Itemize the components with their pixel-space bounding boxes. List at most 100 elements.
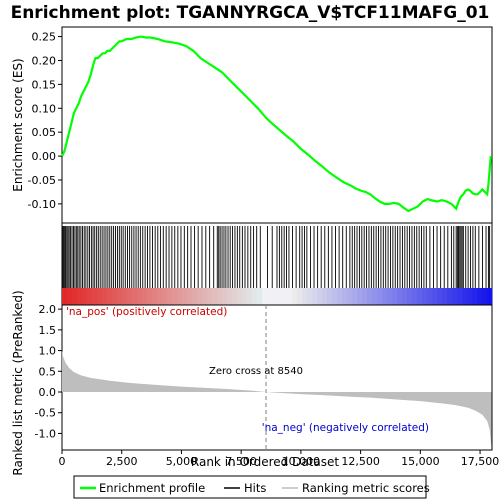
- color-bar-segment: [462, 288, 468, 305]
- color-bar-segment: [167, 288, 173, 305]
- color-bar-segment: [292, 288, 298, 305]
- top-y-ticks: 0.25 0.20 0.15 0.10 0.05 0.00 -0.05 -0.10: [28, 31, 62, 211]
- x-tick-label: 2,500: [106, 455, 138, 468]
- color-bar-segment: [427, 288, 433, 305]
- x-tick-label: 5,000: [166, 455, 198, 468]
- color-bar-segment: [457, 288, 463, 305]
- enrichment-score-panel: 0.25 0.20 0.15 0.10 0.05 0.00 -0.05 -0.10 Enric…: [11, 26, 493, 224]
- color-bar-segment: [147, 288, 153, 305]
- color-bar-segment: [327, 288, 333, 305]
- bottom-y-tick-label: 0.0: [39, 386, 57, 399]
- color-bar-segment: [477, 288, 483, 305]
- color-bar-segment: [387, 288, 393, 305]
- rank-color-bar: [62, 288, 493, 305]
- x-axis-label: Rank in Ordered Dataset: [191, 455, 339, 469]
- color-bar-segment: [157, 288, 163, 305]
- top-y-tick-label: 0.25: [32, 31, 57, 44]
- color-bar-segment: [432, 288, 438, 305]
- legend-label-ranking: Ranking metric scores: [302, 481, 430, 495]
- bottom-y-tick-label: 1.0: [39, 345, 57, 358]
- color-bar-segment: [452, 288, 458, 305]
- color-bar-segment: [82, 288, 88, 305]
- color-bar-segment: [132, 288, 138, 305]
- color-bar-segment: [107, 288, 113, 305]
- color-bar-segment: [112, 288, 118, 305]
- bottom-y-axis-label: Ranked list metric (PreRanked): [11, 290, 25, 475]
- color-bar-segment: [122, 288, 128, 305]
- x-ticks: 0 2,500 5,000 7,500 10,000 12,500 15,000 17,500: [59, 450, 500, 468]
- color-bar-segment: [352, 288, 358, 305]
- color-bar-segment: [392, 288, 398, 305]
- bottom-y-tick-label: -0.5: [35, 407, 56, 420]
- color-bar-segment: [202, 288, 208, 305]
- color-bar-segment: [137, 288, 143, 305]
- color-bar-segment: [282, 288, 288, 305]
- color-bar-segment: [257, 288, 263, 305]
- color-bar-segment: [207, 288, 213, 305]
- color-bar-segment: [487, 288, 493, 305]
- x-tick-label: 0: [59, 455, 66, 468]
- bottom-y-tick-label: 1.5: [39, 324, 57, 337]
- color-bar-segment: [252, 288, 258, 305]
- color-bar-segment: [437, 288, 443, 305]
- color-bar-segment: [332, 288, 338, 305]
- bottom-y-ticks: 2.0 1.5 1.0 0.5 0.0 -0.5 -1.0: [35, 303, 62, 440]
- color-bar-segment: [377, 288, 383, 305]
- color-bar-segment: [412, 288, 418, 305]
- color-bar-segment: [342, 288, 348, 305]
- x-tick-label: 17,500: [461, 455, 500, 468]
- zero-cross-label: Zero cross at 8540: [209, 366, 303, 377]
- top-panel-frame: [61, 26, 493, 224]
- color-bar-segment: [287, 288, 293, 305]
- bottom-y-tick-label: 2.0: [39, 303, 57, 316]
- color-bar-segment: [372, 288, 378, 305]
- top-y-tick-label: -0.10: [28, 198, 56, 211]
- top-y-tick-label: 0.10: [32, 102, 57, 115]
- color-bar-segment: [232, 288, 238, 305]
- color-bar-segment: [267, 288, 273, 305]
- color-bar-segment: [397, 288, 403, 305]
- color-bar-segment: [472, 288, 478, 305]
- color-bar-segment: [312, 288, 318, 305]
- color-bar-segment: [222, 288, 228, 305]
- hits-panel: [61, 222, 493, 306]
- color-bar-segment: [182, 288, 188, 305]
- color-bar-segment: [212, 288, 218, 305]
- color-bar-segment: [442, 288, 448, 305]
- color-bar-segment: [402, 288, 408, 305]
- chart-title: Enrichment plot: TGANNYRGCA_V$TCF11MAFG_…: [11, 3, 490, 23]
- color-bar-segment: [247, 288, 253, 305]
- x-tick-label: 10,000: [282, 455, 321, 468]
- color-bar-segment: [72, 288, 78, 305]
- top-y-tick-label: 0.05: [32, 126, 57, 139]
- color-bar-segment: [277, 288, 283, 305]
- x-tick-label: 7,500: [225, 455, 257, 468]
- color-bar-segment: [302, 288, 308, 305]
- color-bar-segment: [447, 288, 453, 305]
- bottom-y-tick-label: -1.0: [35, 427, 56, 440]
- color-bar-segment: [152, 288, 158, 305]
- color-bar-segment: [192, 288, 198, 305]
- color-bar-segment: [172, 288, 178, 305]
- color-bar-segment: [307, 288, 313, 305]
- ranking-metric-area: [62, 350, 492, 448]
- color-bar-segment: [117, 288, 123, 305]
- ranking-metric-panel: 2.0 1.5 1.0 0.5 0.0 -0.5 -1.0 0 2,500 5,000 7,500…: [11, 290, 499, 475]
- color-bar-segment: [217, 288, 223, 305]
- bottom-panel-frame: [61, 304, 493, 451]
- top-y-axis-label: Enrichment score (ES): [11, 58, 25, 191]
- color-bar-segment: [197, 288, 203, 305]
- legend-label-enrichment: Enrichment profile: [99, 481, 205, 495]
- color-bar-segment: [407, 288, 413, 305]
- legend: Enrichment profile Hits Ranking metric s…: [73, 475, 430, 499]
- color-bar-segment: [417, 288, 423, 305]
- legend-frame: [73, 475, 427, 499]
- color-bar-segment: [77, 288, 83, 305]
- color-bar-segment: [347, 288, 353, 305]
- negative-correlation-label: 'na_neg' (negatively correlated): [262, 422, 429, 434]
- x-tick-label: 12,500: [341, 455, 380, 468]
- color-bar-segment: [162, 288, 168, 305]
- color-bar-segment: [422, 288, 428, 305]
